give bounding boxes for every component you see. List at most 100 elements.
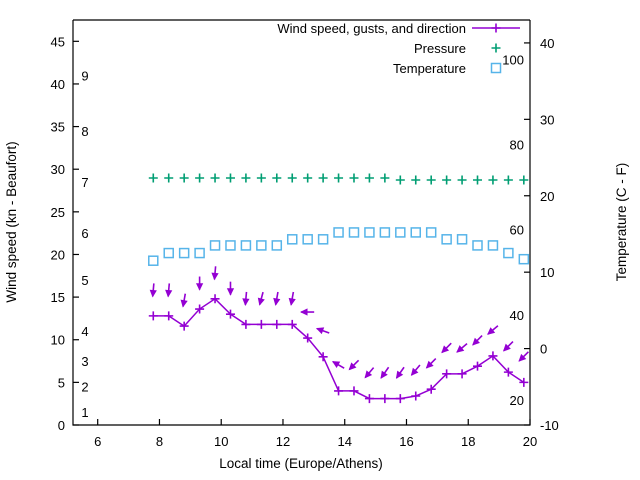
temperature-point — [364, 227, 375, 238]
pressure-point — [225, 173, 235, 183]
temperature-point — [518, 253, 530, 265]
temperature-point — [410, 227, 421, 238]
x-axis-ticks: 6 8 10 12 14 16 18 20 — [94, 419, 537, 449]
pressure-point — [488, 175, 498, 185]
x-axis-title: Local time (Europe/Athens) — [219, 456, 383, 471]
beaufort-label: 8 — [81, 124, 88, 139]
fahrenheit-label: 40 — [510, 308, 524, 323]
temperature-point — [209, 240, 221, 251]
x-tick-label: 18 — [461, 434, 475, 449]
x-tick-label: 8 — [156, 434, 163, 449]
arrow-head — [331, 361, 341, 368]
wind-direction-arrow — [180, 293, 188, 308]
wind-speed-point — [148, 311, 158, 321]
wind-direction-arrow — [331, 360, 345, 369]
legend-label: Wind speed, gusts, and direction — [277, 21, 466, 36]
temperature-point — [441, 234, 452, 245]
wind-direction-arrow — [257, 291, 265, 306]
x-tick-label: 10 — [214, 434, 228, 449]
x-tick-label: 12 — [276, 434, 290, 449]
pressure-point — [303, 173, 313, 183]
y-tick-label: 25 — [51, 205, 65, 220]
beaufort-label: 3 — [81, 354, 88, 369]
legend-entry: Pressure — [414, 41, 501, 56]
temperature-point — [240, 240, 252, 251]
temperature-point — [487, 240, 499, 251]
temperature-point — [194, 247, 205, 259]
y-tick-label: 0 — [58, 418, 65, 433]
wind-direction-arrow — [395, 366, 405, 379]
wind-direction-arrow — [472, 335, 483, 346]
legend-entry: Wind speed, gusts, and direction — [277, 21, 520, 36]
wind-speed-point — [318, 352, 328, 362]
arrow-head — [425, 360, 434, 369]
wind-speed-point — [241, 319, 251, 329]
pressure-point — [442, 175, 452, 185]
wind-direction-arrow — [456, 343, 468, 353]
pressure-point — [334, 173, 344, 183]
temperature-point — [348, 227, 360, 238]
wind-speed-point — [256, 319, 266, 329]
arrow-head — [180, 299, 188, 308]
pressure-point — [210, 173, 220, 183]
arrow-head — [364, 370, 373, 379]
arrow-head — [242, 298, 250, 307]
wind-direction-arrow — [211, 266, 219, 281]
pressure-point — [457, 175, 467, 185]
y2-tick-label: 30 — [540, 112, 554, 127]
y2-tick-label: -10 — [540, 418, 559, 433]
arrow-head — [348, 362, 357, 371]
wind-speed-point — [426, 384, 436, 394]
wind-direction-arrow — [441, 342, 452, 354]
wind-speed-point — [380, 394, 390, 404]
y2-axis-title: Temperature (C - F) — [614, 163, 629, 282]
pressure-point — [503, 175, 513, 185]
wind-direction-arrow — [242, 291, 250, 307]
arrow-head — [395, 370, 404, 379]
y-axis-ticks: 0 5 10 15 20 25 30 35 40 45 — [51, 34, 79, 433]
y2-tick-label: 40 — [540, 36, 554, 51]
wind-speed-point — [210, 294, 220, 304]
wind-speed-point — [303, 333, 313, 343]
wind-speed-point — [287, 319, 297, 329]
beaufort-label: 4 — [81, 324, 88, 339]
fahrenheit-label: 20 — [510, 393, 524, 408]
pressure-point — [364, 173, 374, 183]
fahrenheit-label: 60 — [510, 222, 524, 237]
temperature-point — [178, 247, 190, 259]
wind-direction-arrow — [226, 281, 235, 296]
wind-speed-point — [272, 319, 282, 329]
arrow-head — [257, 297, 265, 306]
y-tick-label: 15 — [51, 290, 65, 305]
legend-square-marker — [490, 62, 502, 74]
wind-speed-point — [457, 369, 467, 379]
beaufort-label: 9 — [81, 68, 88, 83]
temperature-point — [163, 247, 174, 259]
wind-speed-point — [488, 351, 498, 361]
temperature-point — [425, 227, 437, 238]
x-tick-label: 20 — [523, 434, 537, 449]
y-tick-label: 35 — [51, 120, 65, 135]
temperature-point — [503, 247, 514, 259]
arrow-head — [165, 289, 173, 298]
y2-tick-label: 0 — [540, 342, 547, 357]
arrow-head — [456, 345, 465, 353]
axis-lines — [72, 20, 531, 426]
wind-speed-point — [411, 391, 421, 401]
wind-direction-arrow — [487, 325, 499, 335]
wind-direction-arrow — [502, 340, 514, 352]
y-tick-label: 30 — [51, 162, 65, 177]
beaufort-label: 2 — [81, 380, 88, 395]
arrow-head — [502, 343, 511, 352]
y2-tick-label: 10 — [540, 265, 554, 280]
beaufort-label: 1 — [81, 405, 88, 420]
fahrenheit-scale-labels: 20 40 60 80 100 — [502, 53, 524, 408]
temperature-point — [302, 234, 313, 245]
temperature-point — [225, 240, 236, 251]
pressure-point — [395, 175, 405, 185]
arrow-head — [211, 272, 219, 281]
legend-plus-marker — [491, 43, 501, 53]
pressure-point — [426, 175, 436, 185]
